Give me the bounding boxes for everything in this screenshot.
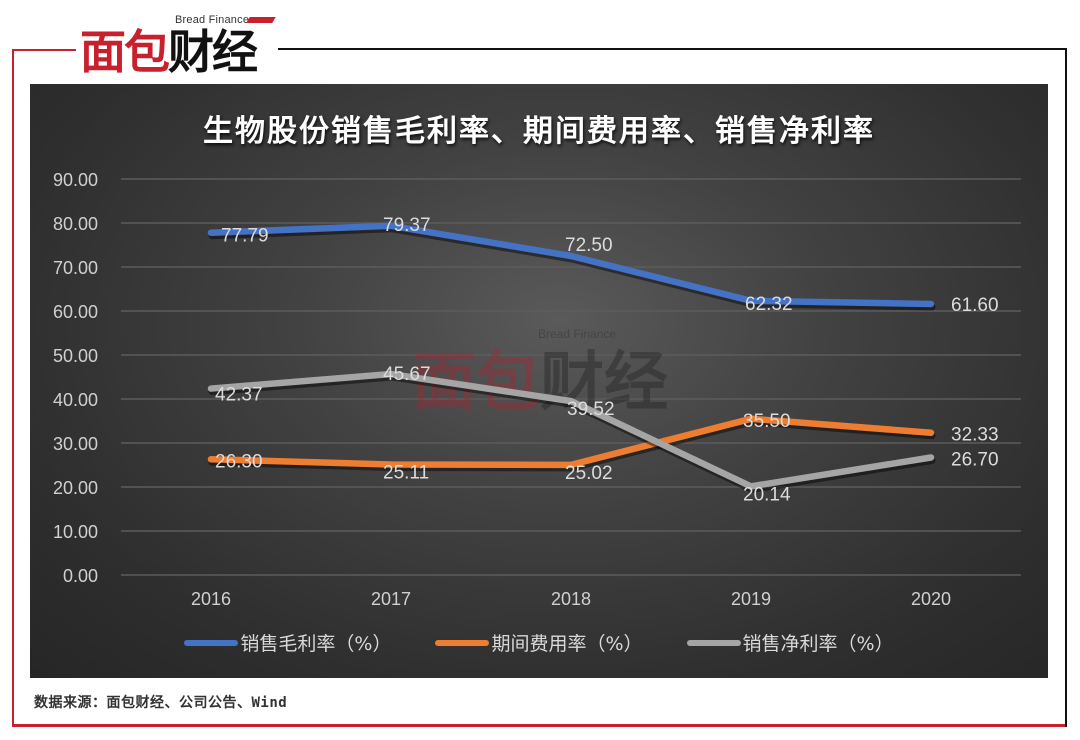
legend-swatch-icon (686, 639, 741, 646)
brand-logo-bar (246, 17, 276, 23)
data-label: 45.67 (383, 364, 431, 385)
brand-logo-black-part: 财经 (168, 25, 258, 79)
watermark-text: 面包财经 (412, 346, 668, 420)
frame-border-left (12, 49, 14, 726)
y-tick-label: 10.00 (53, 522, 98, 542)
frame-border-top (278, 48, 1067, 50)
legend-item: 销售毛利率（%） (184, 629, 391, 656)
legend-swatch-icon (184, 639, 239, 646)
x-tick-label: 2017 (371, 589, 411, 609)
brand-logo-red-part: 面包 (80, 25, 170, 79)
legend-swatch-icon (435, 639, 490, 646)
data-label: 35.50 (743, 411, 791, 432)
legend-item: 销售净利率（%） (686, 629, 894, 656)
data-label: 62.32 (745, 294, 793, 315)
x-tick-label: 2019 (731, 589, 771, 609)
y-tick-label: 50.00 (53, 346, 98, 366)
y-tick-label: 60.00 (53, 302, 98, 322)
watermark-english: Bread Finance (538, 327, 616, 341)
data-label: 72.50 (565, 235, 613, 256)
legend-label: 销售毛利率（%） (240, 633, 392, 655)
y-tick-label: 0.00 (63, 566, 98, 586)
data-label: 39.52 (567, 399, 615, 420)
y-tick-label: 70.00 (53, 258, 98, 278)
series-line (207, 415, 935, 469)
data-label: 42.37 (215, 385, 263, 406)
chart-legend: 销售毛利率（%） 期间费用率（%） 销售净利率（%） (30, 629, 1048, 656)
data-source-note: 数据来源：面包财经、公司公告、Wind (34, 695, 288, 711)
x-tick-label: 2018 (551, 589, 591, 609)
x-tick-label: 2016 (191, 589, 231, 609)
y-tick-label: 90.00 (53, 170, 98, 190)
frame-border-top-left (12, 49, 76, 51)
y-tick-label: 40.00 (53, 390, 98, 410)
frame-border-right (1065, 48, 1067, 727)
chart-panel: 0.00 10.00 20.00 30.00 40.00 50.00 60.00 70.00 8… (30, 84, 1048, 678)
frame-border-bottom (12, 724, 1066, 727)
brand-logo-chinese: 面包财经 (80, 24, 258, 80)
data-label: 61.60 (951, 295, 999, 316)
legend-label: 销售净利率（%） (742, 633, 894, 655)
legend-item: 期间费用率（%） (435, 629, 643, 656)
data-label: 26.30 (215, 451, 263, 472)
brand-logo-english: Bread Finance (175, 14, 250, 26)
chart-title: 生物股份销售毛利率、期间费用率、销售净利率 (203, 114, 875, 149)
y-tick-label: 30.00 (53, 434, 98, 454)
legend-label: 期间费用率（%） (491, 633, 643, 655)
x-tick-label: 2020 (911, 589, 951, 609)
data-label: 25.11 (383, 463, 429, 484)
y-tick-label: 80.00 (53, 214, 98, 234)
data-label: 25.02 (565, 463, 613, 484)
data-label: 26.70 (951, 450, 999, 471)
data-label: 20.14 (743, 484, 791, 505)
line-chart: 0.00 10.00 20.00 30.00 40.00 50.00 60.00 70.00 8… (53, 170, 1021, 609)
y-tick-label: 20.00 (53, 478, 98, 498)
data-label: 77.79 (221, 226, 269, 247)
watermark: 面包财经 Bread Finance (412, 327, 668, 420)
series-line (207, 370, 935, 490)
series-line (207, 222, 935, 308)
brand-logo: Bread Finance 面包财经 (80, 14, 276, 82)
data-label: 79.37 (383, 215, 431, 236)
data-label: 32.33 (951, 425, 999, 446)
